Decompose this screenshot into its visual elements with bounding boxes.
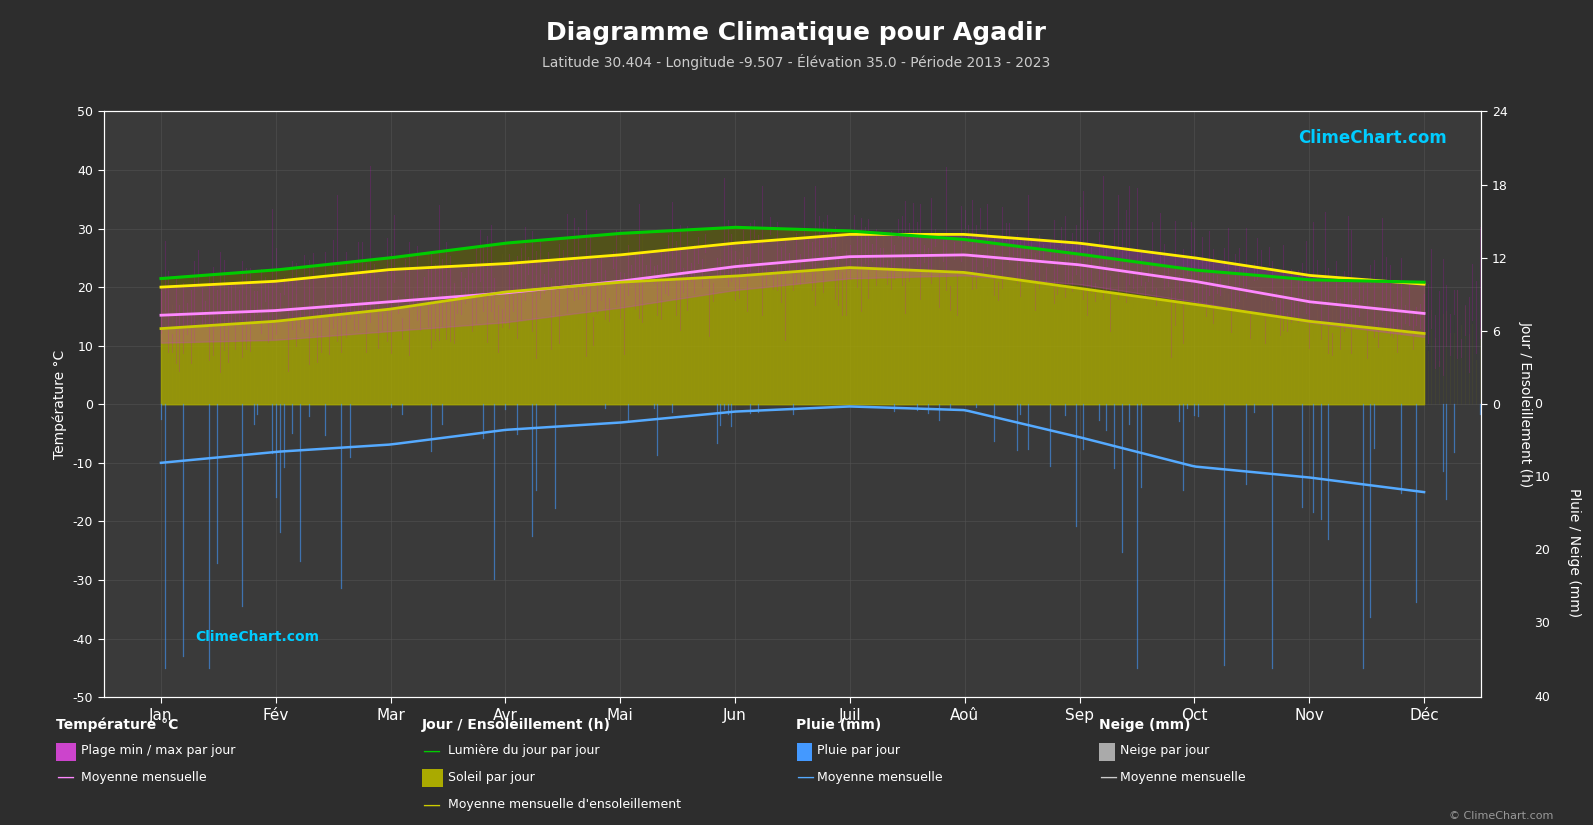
- Text: Soleil par jour: Soleil par jour: [448, 771, 534, 784]
- Text: 20: 20: [1534, 544, 1550, 557]
- Text: © ClimeChart.com: © ClimeChart.com: [1448, 811, 1553, 821]
- Text: Jour / Ensoleillement (h): Jour / Ensoleillement (h): [422, 718, 612, 732]
- Text: Lumière du jour par jour: Lumière du jour par jour: [448, 744, 599, 757]
- Text: 10: 10: [1534, 471, 1550, 484]
- Text: ClimeChart.com: ClimeChart.com: [196, 630, 320, 644]
- Text: Diagramme Climatique pour Agadir: Diagramme Climatique pour Agadir: [546, 21, 1047, 45]
- Text: —: —: [422, 795, 440, 813]
- Text: Moyenne mensuelle: Moyenne mensuelle: [81, 771, 207, 784]
- Text: —: —: [796, 768, 814, 786]
- Text: Neige par jour: Neige par jour: [1120, 744, 1209, 757]
- Text: Moyenne mensuelle: Moyenne mensuelle: [1120, 771, 1246, 784]
- Text: 40: 40: [1534, 691, 1550, 704]
- Text: —: —: [1099, 768, 1117, 786]
- Text: Pluie / Neige (mm): Pluie / Neige (mm): [1568, 488, 1580, 617]
- Text: 30: 30: [1534, 617, 1550, 630]
- Text: Pluie (mm): Pluie (mm): [796, 718, 883, 732]
- Text: 0: 0: [1534, 398, 1542, 411]
- Y-axis label: Jour / Ensoleillement (h): Jour / Ensoleillement (h): [1518, 321, 1532, 488]
- Text: Latitude 30.404 - Longitude -9.507 - Élévation 35.0 - Période 2013 - 2023: Latitude 30.404 - Longitude -9.507 - Élé…: [542, 54, 1051, 69]
- Text: Pluie par jour: Pluie par jour: [817, 744, 900, 757]
- Y-axis label: Température °C: Température °C: [53, 350, 67, 459]
- Text: Moyenne mensuelle d'ensoleillement: Moyenne mensuelle d'ensoleillement: [448, 798, 680, 811]
- Text: Température °C: Température °C: [56, 718, 178, 733]
- Text: Neige (mm): Neige (mm): [1099, 718, 1190, 732]
- Text: Plage min / max par jour: Plage min / max par jour: [81, 744, 236, 757]
- Text: —: —: [56, 768, 73, 786]
- Text: Moyenne mensuelle: Moyenne mensuelle: [817, 771, 943, 784]
- Text: ClimeChart.com: ClimeChart.com: [1298, 129, 1446, 147]
- Text: —: —: [422, 742, 440, 760]
